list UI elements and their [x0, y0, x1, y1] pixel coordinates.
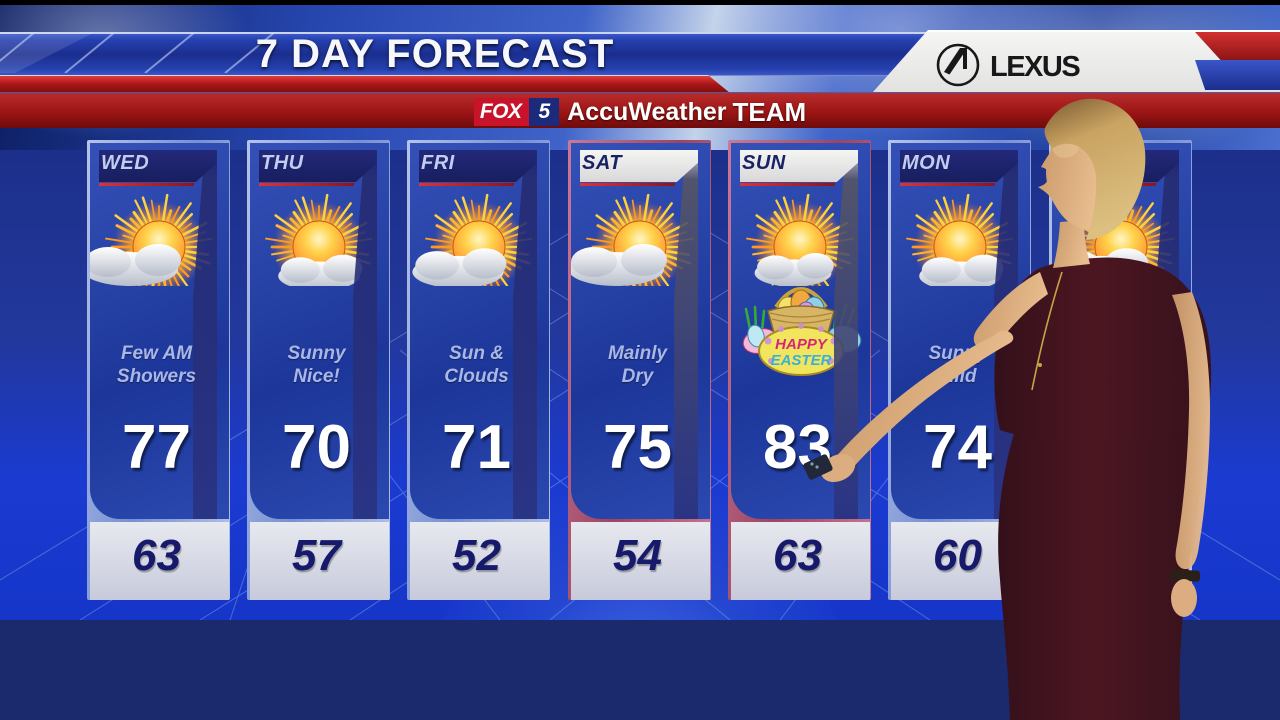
svg-text:LEXUS: LEXUS	[990, 51, 1080, 83]
svg-text:EASTER: EASTER	[771, 352, 832, 369]
svg-text:HAPPY: HAPPY	[775, 336, 829, 353]
